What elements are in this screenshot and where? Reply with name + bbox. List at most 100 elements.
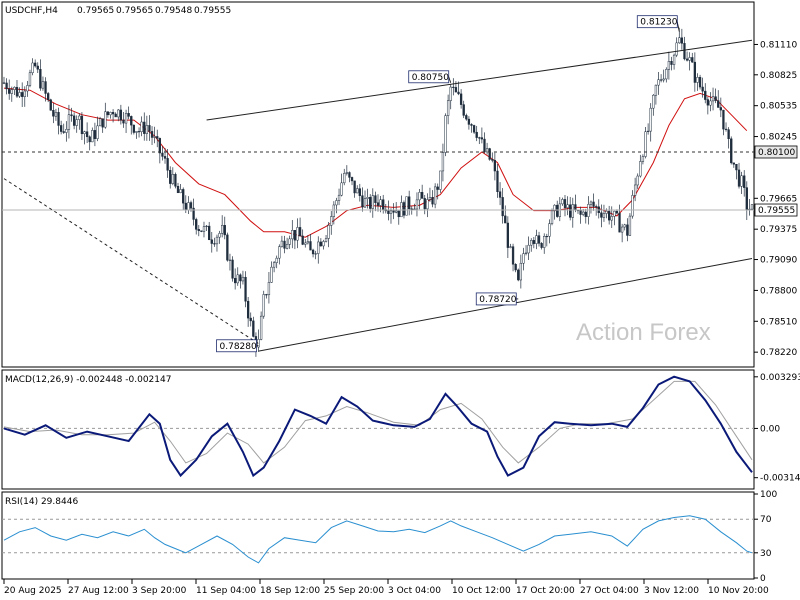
- candle: [130, 115, 133, 135]
- candle: [23, 86, 26, 107]
- candle-body: [709, 100, 712, 106]
- channel-upper-line: [206, 39, 753, 121]
- candle-body: [252, 320, 255, 337]
- time-tick-label: 3 Nov 12:00: [644, 586, 699, 596]
- candle: [343, 168, 346, 186]
- candle-body: [132, 124, 136, 133]
- candle: [571, 197, 574, 228]
- annotation-label: 0.81230: [640, 18, 677, 28]
- candle-body: [104, 111, 107, 128]
- candle-body: [356, 188, 359, 194]
- candle: [283, 235, 286, 254]
- candle: [600, 204, 603, 228]
- candle: [202, 221, 206, 238]
- candle-body: [200, 230, 203, 232]
- candle: [439, 170, 442, 193]
- candle-body: [65, 129, 68, 133]
- candle-body: [15, 86, 19, 97]
- candle: [275, 255, 278, 269]
- candle: [395, 202, 398, 214]
- candle: [106, 111, 110, 118]
- candle: [459, 89, 463, 109]
- candle-body: [698, 77, 702, 88]
- candle: [2, 76, 6, 85]
- candle: [109, 111, 112, 119]
- candle: [150, 126, 154, 145]
- candle: [166, 148, 169, 178]
- candle-body: [288, 238, 291, 245]
- candle-body: [291, 230, 294, 240]
- candle-body: [169, 169, 172, 184]
- candle: [358, 183, 361, 202]
- candle-body: [262, 294, 265, 317]
- candle: [288, 235, 291, 249]
- candle-body: [23, 90, 26, 97]
- candle: [397, 210, 400, 225]
- candle: [514, 263, 517, 273]
- candle-body: [366, 197, 369, 199]
- candle-body: [483, 138, 486, 153]
- candle-body: [423, 198, 426, 210]
- candle-body: [5, 82, 8, 90]
- annotation-box: [475, 292, 517, 306]
- macd-axis: 0.003293 0.00 -0.003142: [754, 373, 800, 484]
- time-tick-label: 20 Aug 2025: [4, 586, 62, 596]
- candle: [709, 92, 712, 112]
- candle-body: [719, 107, 722, 111]
- rsi-pane: [1, 491, 755, 580]
- candle: [104, 102, 107, 129]
- candle: [509, 243, 512, 249]
- candle-body: [67, 114, 71, 130]
- candle-body: [78, 115, 81, 120]
- candle-body: [218, 233, 221, 238]
- candle: [374, 191, 377, 212]
- candle-body: [535, 235, 538, 244]
- candle: [52, 103, 55, 124]
- price-tick-label: 0.80245: [760, 133, 797, 143]
- candle: [208, 221, 211, 241]
- candle-body: [421, 192, 424, 199]
- candle-body: [426, 199, 429, 210]
- candle-body: [459, 93, 463, 105]
- candle: [524, 245, 528, 256]
- candle-body: [605, 210, 608, 214]
- candle-body: [501, 197, 504, 217]
- candle-body: [343, 173, 346, 184]
- rsi-tick-label: 70: [760, 515, 772, 525]
- candle-body: [496, 170, 499, 192]
- candle: [532, 237, 535, 249]
- candle: [301, 229, 304, 246]
- candle: [392, 203, 395, 220]
- candle: [223, 216, 226, 240]
- candle-body: [306, 241, 310, 244]
- candle: [57, 107, 60, 135]
- candle: [550, 208, 554, 226]
- candle-body: [444, 115, 447, 153]
- price-tick-label: 0.79375: [760, 225, 797, 235]
- candle: [296, 218, 299, 249]
- candle-body: [8, 88, 11, 94]
- candle-body: [480, 137, 484, 140]
- candle: [75, 115, 78, 133]
- candle: [322, 239, 325, 250]
- candle: [556, 200, 559, 218]
- candle-body: [636, 175, 639, 186]
- time-axis: 20 Aug 2025 27 Aug 12:00 3 Sep 20:00 11 Sep…: [3, 579, 769, 596]
- candle: [527, 236, 530, 261]
- candle-body: [659, 79, 663, 81]
- candle-body: [670, 61, 673, 65]
- candle-body: [114, 113, 117, 118]
- candle: [239, 273, 242, 289]
- ohlc-open: 0.79565: [77, 6, 114, 16]
- candle-body: [654, 84, 658, 96]
- candle-body: [537, 235, 541, 244]
- candle-body: [267, 282, 271, 296]
- candle-body: [454, 87, 458, 93]
- candle-body: [184, 202, 187, 211]
- candle-body: [106, 111, 110, 116]
- candle: [270, 261, 273, 283]
- time-tick-label: 3 Sep 20:00: [132, 586, 187, 596]
- level-line-label: 0.80100: [758, 148, 795, 158]
- candle: [639, 154, 642, 178]
- candle: [327, 222, 330, 248]
